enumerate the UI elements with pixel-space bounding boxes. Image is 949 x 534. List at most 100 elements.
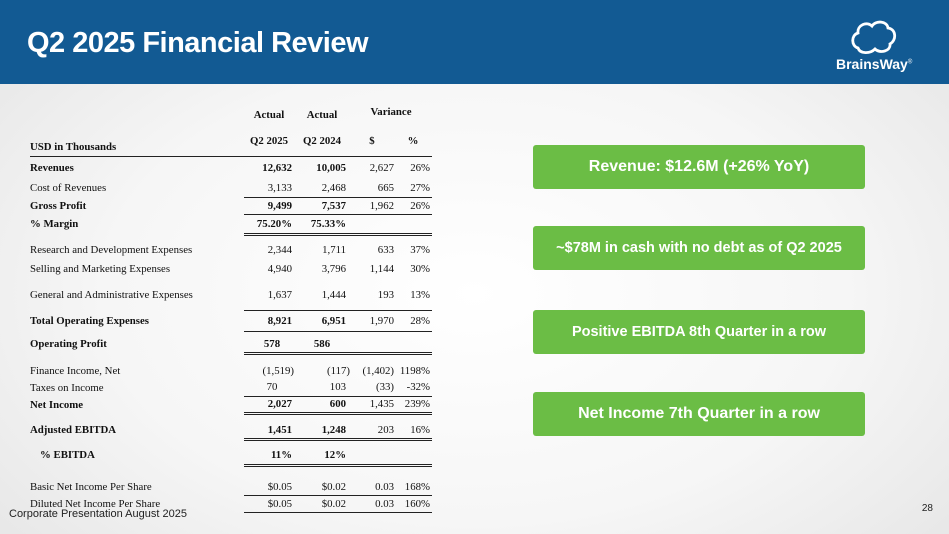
brain-cloud-icon [851,20,897,55]
table-row: % EBITDA 11% 12% [30,439,432,467]
row-label: Selling and Marketing Expenses [30,263,171,275]
cell-value: 1,144 [369,263,394,275]
table-row: General and Administrative Expenses 1,63… [30,280,432,311]
cell-value: 11% [244,439,294,467]
table-row: Finance Income, Net (1,519) (117) (1,402… [30,353,432,379]
registered-mark: ® [907,59,913,66]
cell-value: 2,627 [369,161,394,174]
col-header-percent: % [394,126,432,157]
cell-value: 2,468 [294,179,350,198]
col-header-actual-2024: Actual [306,109,338,121]
cell-value: 2,027 [244,396,294,415]
cell-value: 103 [294,379,350,397]
cell-value: 1,637 [244,280,294,311]
footer-text: Corporate Presentation August 2025 [9,508,187,520]
row-label: Gross Profit [30,199,87,212]
cell-value: 2,344 [267,244,292,256]
cell-value [394,439,432,467]
highlight-cash: ~$78M in cash with no debt as of Q2 2025 [533,226,865,270]
cell-value: 600 [294,396,350,415]
cell-value: 586 [294,331,350,355]
table-row: Taxes on Income 70 103 (33) -32% [30,379,432,397]
highlight-revenue: Revenue: $12.6M (+26% YoY) [533,145,865,189]
cell-value: 30% [410,263,430,275]
cell-value: 12% [294,439,350,467]
table-row: Gross Profit 9,499 7,537 1,962 26% [30,197,432,215]
cell-value: 1,248 [294,413,350,441]
cell-value: (1,402) [362,365,394,377]
page-title: Q2 2025 Financial Review [27,27,369,59]
page-number: 28 [921,503,933,514]
cell-value [350,439,394,467]
cell-value: 28% [394,310,432,332]
row-label: General and Administrative Expenses [30,289,193,301]
cell-value: 1,451 [244,413,294,441]
table-row: % Margin 75.20% 75.33% [30,214,432,236]
cell-value: 1,711 [322,244,346,256]
row-label: Total Operating Expenses [30,314,149,327]
highlight-net-income: Net Income 7th Quarter in a row [533,392,865,436]
logo-text: BrainsWay [836,56,908,72]
table-row: Diluted Net Income Per Share $0.05 $0.02… [30,495,432,513]
cell-value: 4,940 [267,263,292,275]
cell-value [350,331,394,355]
cell-value: 203 [350,413,394,441]
cell-value: 13% [394,280,432,311]
cell-value: 75.20% [244,214,294,236]
cell-value: 578 [244,331,294,355]
col-header-dollar: $ [350,126,394,157]
table-row: Revenues 12,632 10,005 2,627 26% [30,156,432,179]
row-label: Adjusted EBITDA [30,424,117,436]
cell-value: 0.03 [350,495,394,513]
table-header-top-row: Actual Actual Variance [30,104,432,126]
cell-value: 37% [410,244,430,256]
financial-table: Actual Actual Variance USD in Thousands … [30,104,432,513]
cell-value: 1,970 [350,310,394,332]
table-header-row: USD in Thousands Q2 2025 Q2 2024 $ % [30,126,432,157]
col-header-q2-2024: Q2 2024 [294,126,350,157]
table-row: Cost of Revenues 3,133 2,468 665 27% [30,179,432,198]
cell-value: 9,499 [244,197,294,215]
highlight-ebitda: Positive EBITDA 8th Quarter in a row [533,310,865,354]
cell-value: 1198% [399,365,430,377]
cell-value: 27% [394,179,432,198]
cell-value: 6,951 [294,310,350,332]
row-label: Operating Profit [30,338,107,350]
cell-value: 3,133 [244,179,294,198]
cell-value: 70 [244,379,294,397]
cell-value: $0.02 [294,465,350,496]
row-label: % Margin [30,218,79,230]
table-row: Selling and Marketing Expenses 4,940 3,7… [30,258,432,280]
cell-value: 1,444 [294,280,350,311]
row-label: % EBITDA [40,449,95,461]
row-label: Cost of Revenues [30,182,107,194]
header-bar: Q2 2025 Financial Review BrainsWay® [0,0,949,84]
cell-value: 75.33% [294,214,350,236]
cell-value: 633 [377,244,394,256]
cell-value [350,214,394,236]
cell-value: 168% [394,465,432,496]
cell-value: 16% [394,413,432,441]
cell-value: -32% [394,379,432,397]
row-label: Taxes on Income [30,381,104,394]
cell-value: 665 [350,179,394,198]
cell-value: $0.05 [244,495,294,513]
cell-value [394,331,432,355]
cell-value: 1,962 [350,197,394,215]
cell-value: (1,519) [262,365,294,377]
cell-value: 1,435 [350,396,394,415]
col-header-variance: Variance [370,106,412,118]
table-row: Net Income 2,027 600 1,435 239% [30,396,432,415]
cell-value: 12,632 [262,161,292,174]
table-row: Adjusted EBITDA 1,451 1,248 203 16% [30,413,432,441]
row-label: Net Income [30,398,84,411]
row-label: Diluted Net Income Per Share [30,497,161,510]
cell-value: 10,005 [316,161,346,174]
table-row: Operating Profit 578 586 [30,331,432,355]
cell-value: 0.03 [350,465,394,496]
cell-value: 193 [350,280,394,311]
row-label: Finance Income, Net [30,365,121,377]
cell-value: 3,796 [321,263,346,275]
cell-value: 26% [410,161,430,174]
table-row: Research and Development Expenses 2,344 … [30,234,432,258]
